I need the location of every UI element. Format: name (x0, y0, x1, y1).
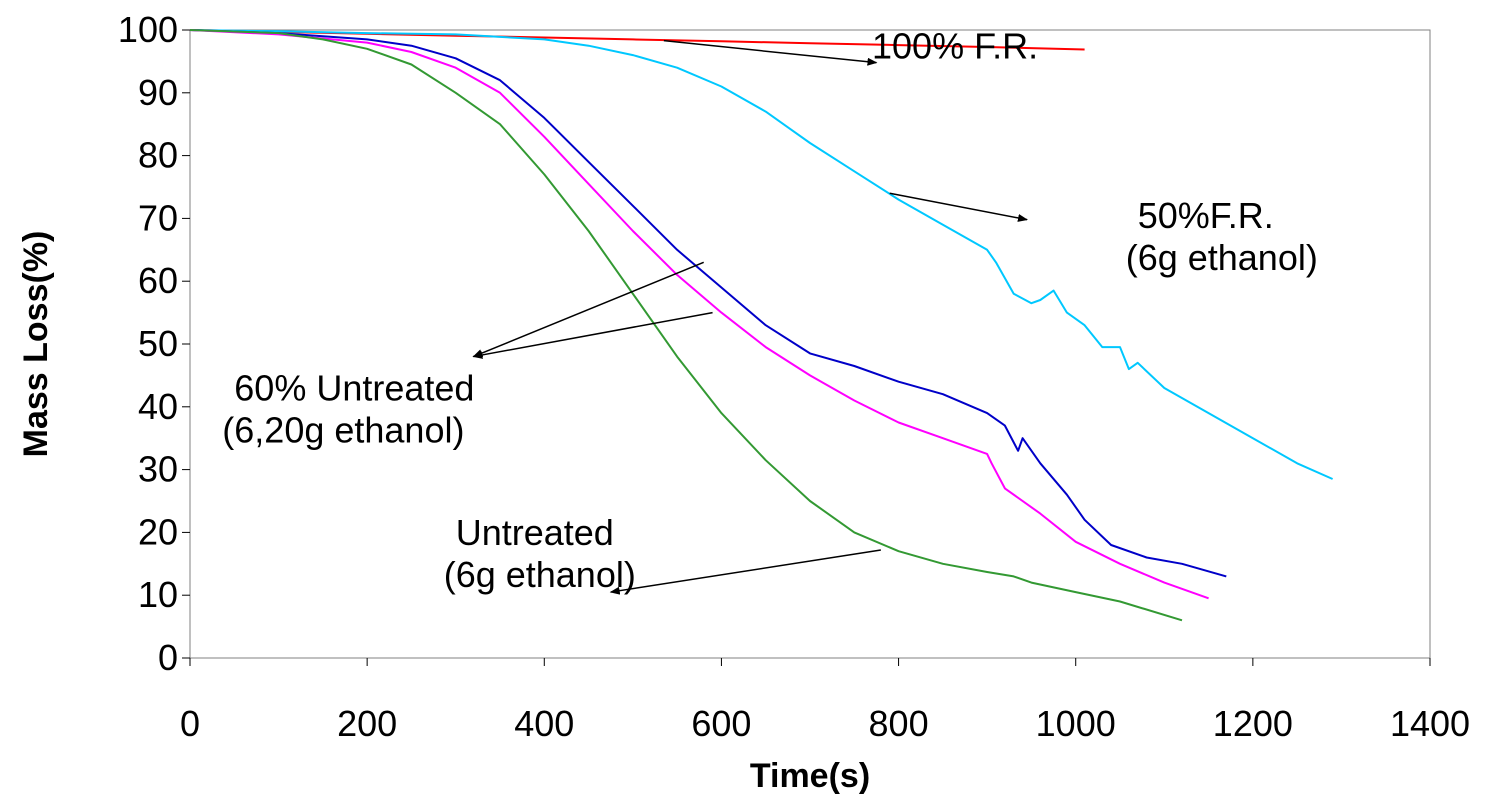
x-tick-label: 400 (514, 703, 574, 744)
x-axis: 0 200 400 600 800 1000 1200 1400 (180, 658, 1470, 744)
y-tick-label: 60 (138, 260, 178, 301)
series-layer (189, 29, 1334, 622)
annotation-arrow (472, 311, 713, 359)
annotation-arrow (472, 261, 704, 358)
series-line-3 (189, 29, 1227, 578)
y-tick-label: 0 (158, 637, 178, 678)
annotation-arrow (663, 39, 878, 66)
annotation-label-4: Untreated (6g ethanol) (444, 512, 636, 595)
plot-area (189, 29, 1431, 659)
y-tick-label: 50 (138, 323, 178, 364)
y-tick-label: 100 (118, 9, 178, 50)
y-tick-label: 20 (138, 511, 178, 552)
annotation-label-2: 50%F.R. (6g ethanol) (1126, 195, 1318, 278)
x-tick-label: 1000 (1036, 703, 1116, 744)
annotations: 100% F.R. 50%F.R. (6g ethanol) 60% Untreate… (222, 25, 1318, 595)
x-axis-title: Time(s) (750, 757, 870, 795)
x-tick-label: 0 (180, 703, 200, 744)
x-tick-label: 1400 (1390, 703, 1470, 744)
annotation-arrow (889, 192, 1028, 222)
y-tick-label: 10 (138, 574, 178, 615)
y-axis-title: Mass Loss(%) (17, 231, 55, 458)
x-tick-label: 200 (337, 703, 397, 744)
x-tick-label: 600 (691, 703, 751, 744)
y-tick-label: 70 (138, 197, 178, 238)
series-line-5 (189, 29, 1183, 622)
series-line-2 (189, 29, 1334, 480)
annotation-arrow (609, 549, 881, 595)
y-tick-label: 90 (138, 72, 178, 113)
y-tick-label: 30 (138, 449, 178, 490)
x-tick-label: 800 (869, 703, 929, 744)
series-line-4 (189, 29, 1209, 600)
annotation-label-1: 100% F.R. (872, 25, 1038, 66)
y-axis: 0 10 20 30 40 50 60 70 80 90 100 (118, 9, 190, 678)
y-tick-label: 40 (138, 386, 178, 427)
y-tick-label: 80 (138, 135, 178, 176)
x-tick-label: 1200 (1213, 703, 1293, 744)
annotation-label-3: 60% Untreated (6,20g ethanol) (222, 368, 474, 451)
